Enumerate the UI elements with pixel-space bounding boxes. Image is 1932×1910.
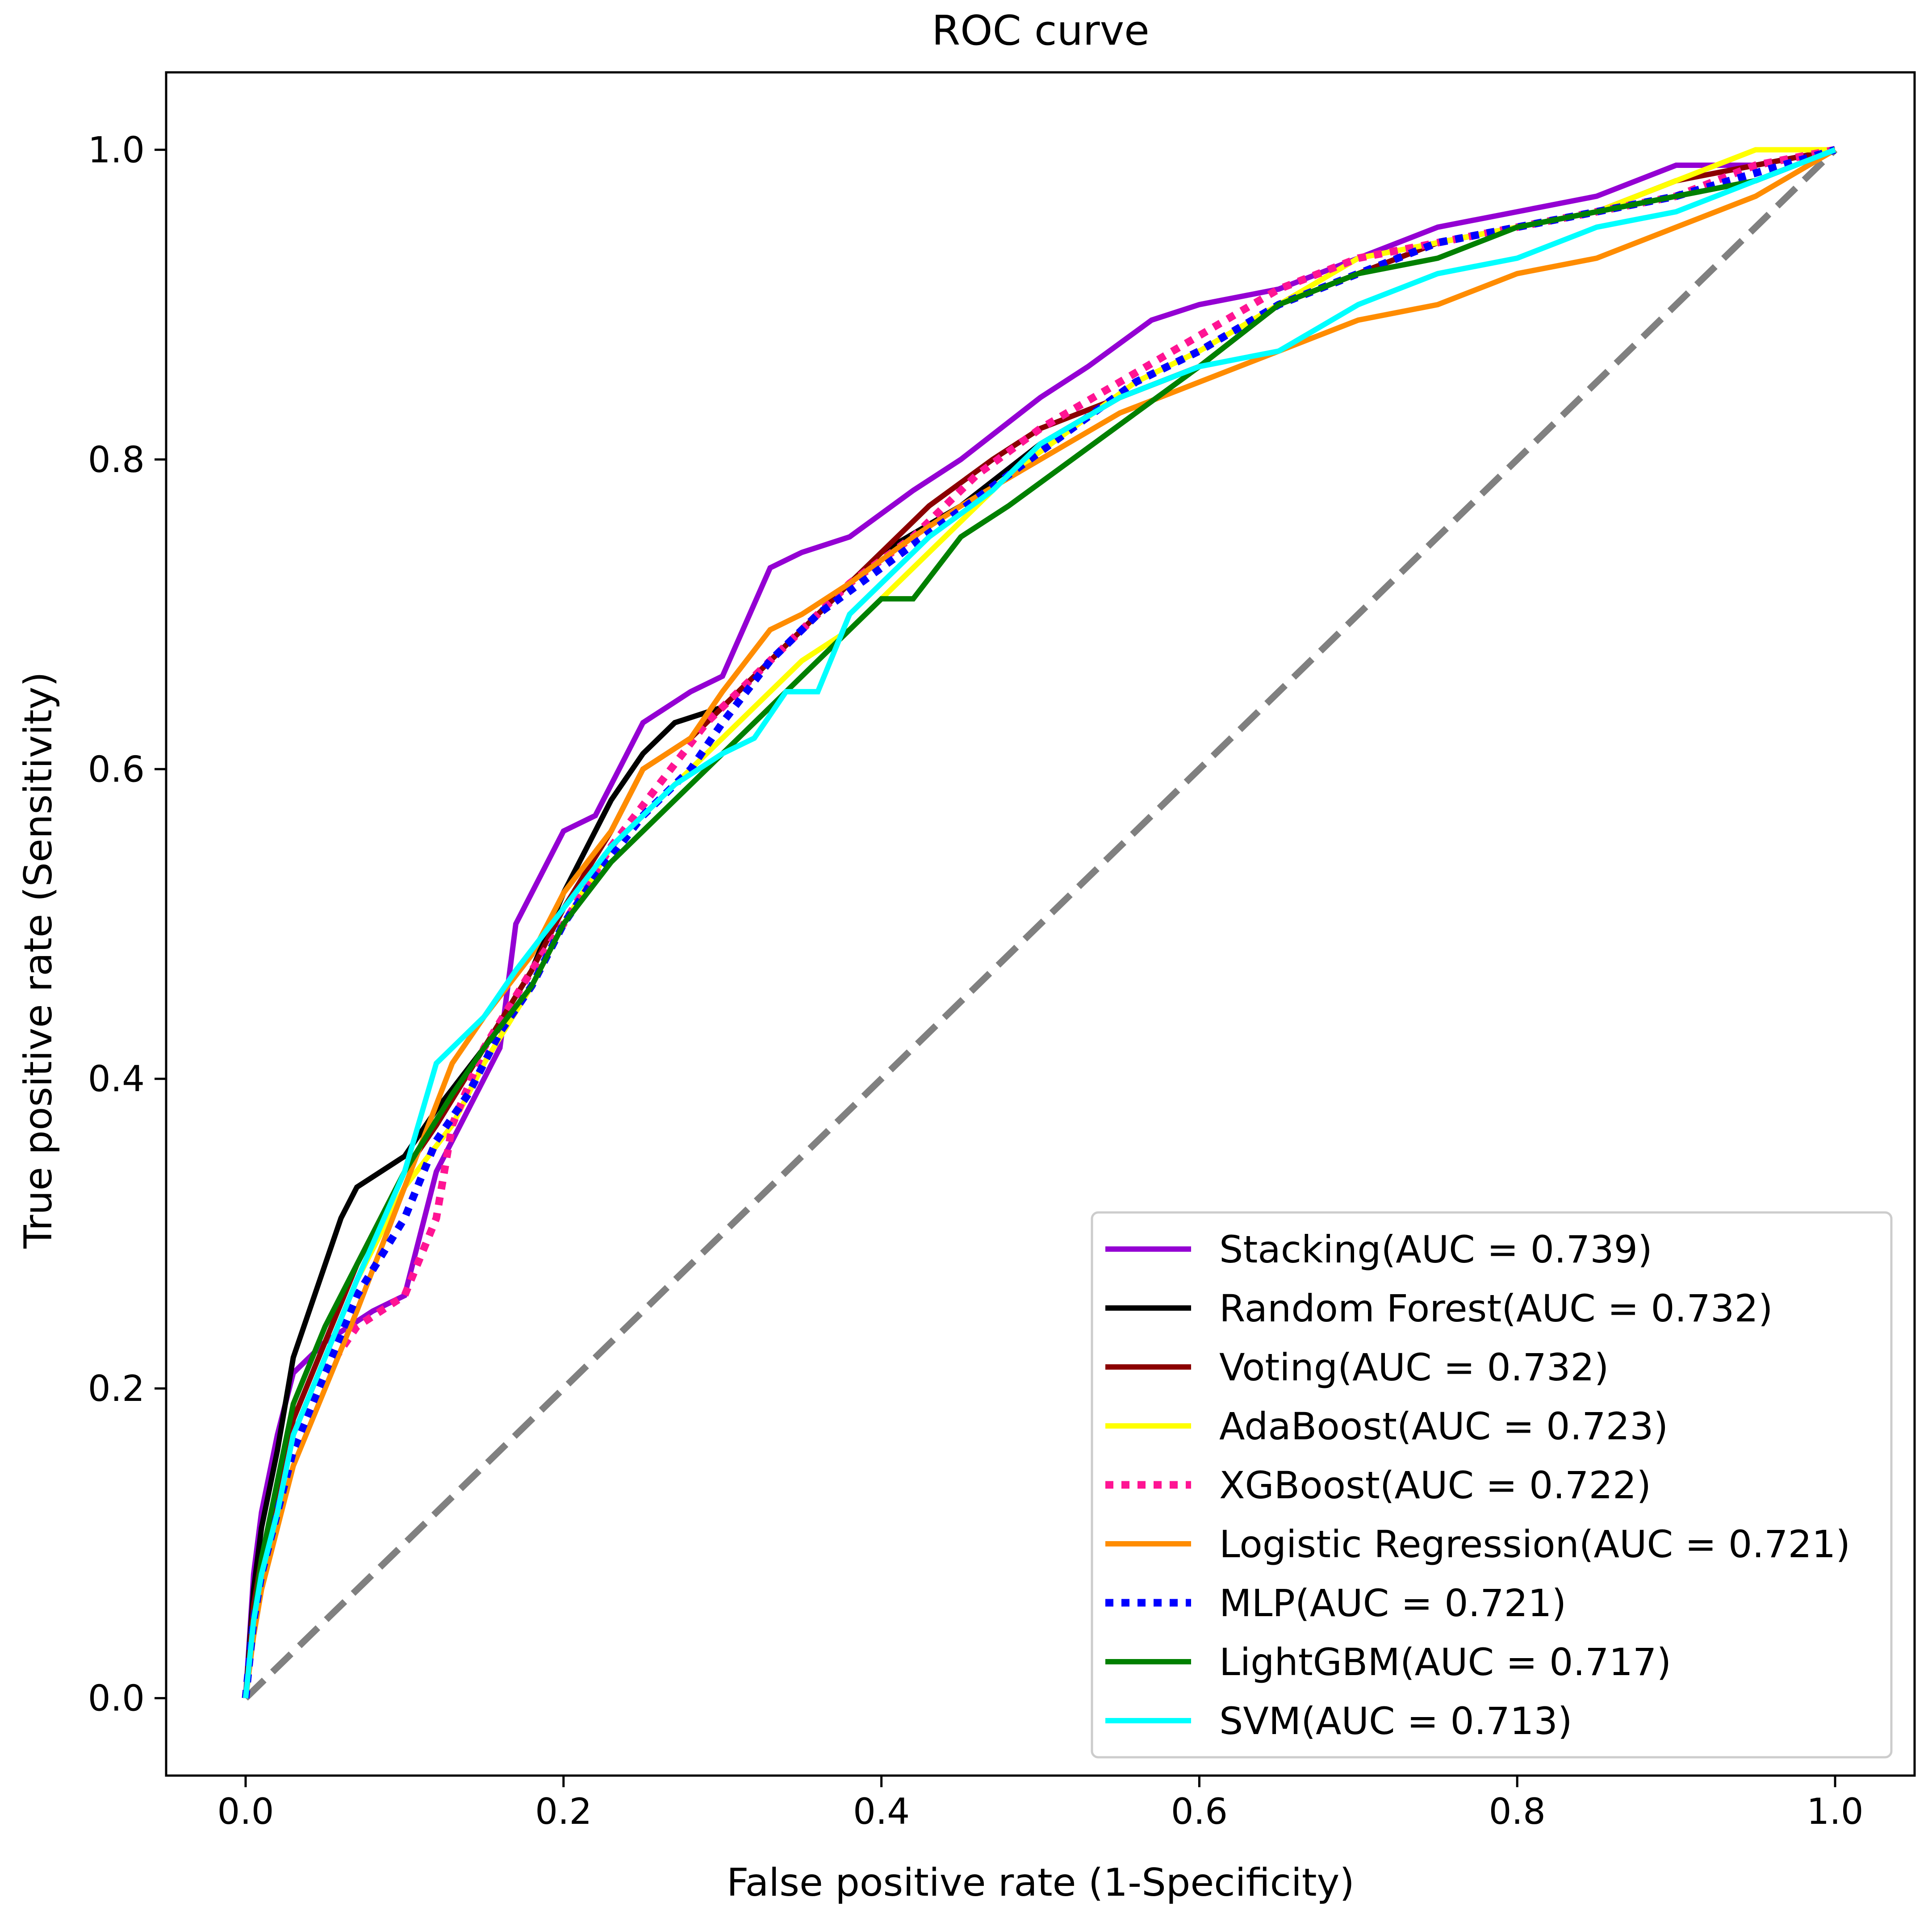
legend: Stacking(AUC = 0.739) Random Forest(AUC =… bbox=[1091, 1211, 1893, 1759]
x-tick-label: 0.0 bbox=[217, 1791, 274, 1832]
y-axis-label: True positive rate (Sensitivity) bbox=[16, 672, 61, 1249]
y-tick-label: 0.8 bbox=[88, 439, 145, 481]
y-tick-label: 0.0 bbox=[88, 1678, 145, 1719]
legend-frame bbox=[1091, 1211, 1893, 1759]
legend-label: AdaBoost(AUC = 0.723) bbox=[1219, 1404, 1668, 1448]
plot-area bbox=[242, 146, 1838, 1701]
x-tick-label: 0.6 bbox=[1171, 1791, 1228, 1832]
x-tick-label: 0.8 bbox=[1489, 1791, 1546, 1832]
diagonal-reference-line bbox=[243, 147, 1838, 1701]
legend-label: Voting(AUC = 0.732) bbox=[1219, 1346, 1609, 1389]
y-tick-label: 1.0 bbox=[88, 129, 145, 171]
x-axis-label: False positive rate (1-Specificity) bbox=[727, 1860, 1355, 1905]
axes-frame bbox=[165, 71, 1916, 1777]
series-line-logistic-regression bbox=[243, 147, 1837, 1699]
series-line-svm bbox=[243, 147, 1836, 1699]
legend-label: MLP(AUC = 0.721) bbox=[1219, 1581, 1566, 1625]
legend-label: XGBoost(AUC = 0.722) bbox=[1219, 1463, 1651, 1507]
y-tick-label: 0.2 bbox=[88, 1368, 145, 1409]
legend-label: LightGBM(AUC = 0.717) bbox=[1219, 1640, 1671, 1684]
legend-label: Random Forest(AUC = 0.732) bbox=[1219, 1287, 1773, 1330]
series-line-lightgbm bbox=[243, 147, 1836, 1699]
x-tick-label: 0.4 bbox=[853, 1791, 910, 1832]
legend-label: SVM(AUC = 0.713) bbox=[1219, 1699, 1572, 1743]
y-tick-label: 0.6 bbox=[88, 748, 145, 790]
axes: 0.0 0.2 0.4 0.6 0.8 1.0 0.0 0.2 0.4 0.6 0.8 1.0 bbox=[88, 71, 1916, 1832]
legend-label: Stacking(AUC = 0.739) bbox=[1219, 1228, 1652, 1271]
x-tick-label: 1.0 bbox=[1807, 1791, 1863, 1832]
x-tick-label: 0.2 bbox=[535, 1791, 592, 1832]
y-tick-label: 0.4 bbox=[88, 1058, 145, 1100]
chart-title: ROC curve bbox=[932, 7, 1150, 54]
legend-label: Logistic Regression(AUC = 0.721) bbox=[1219, 1522, 1850, 1566]
